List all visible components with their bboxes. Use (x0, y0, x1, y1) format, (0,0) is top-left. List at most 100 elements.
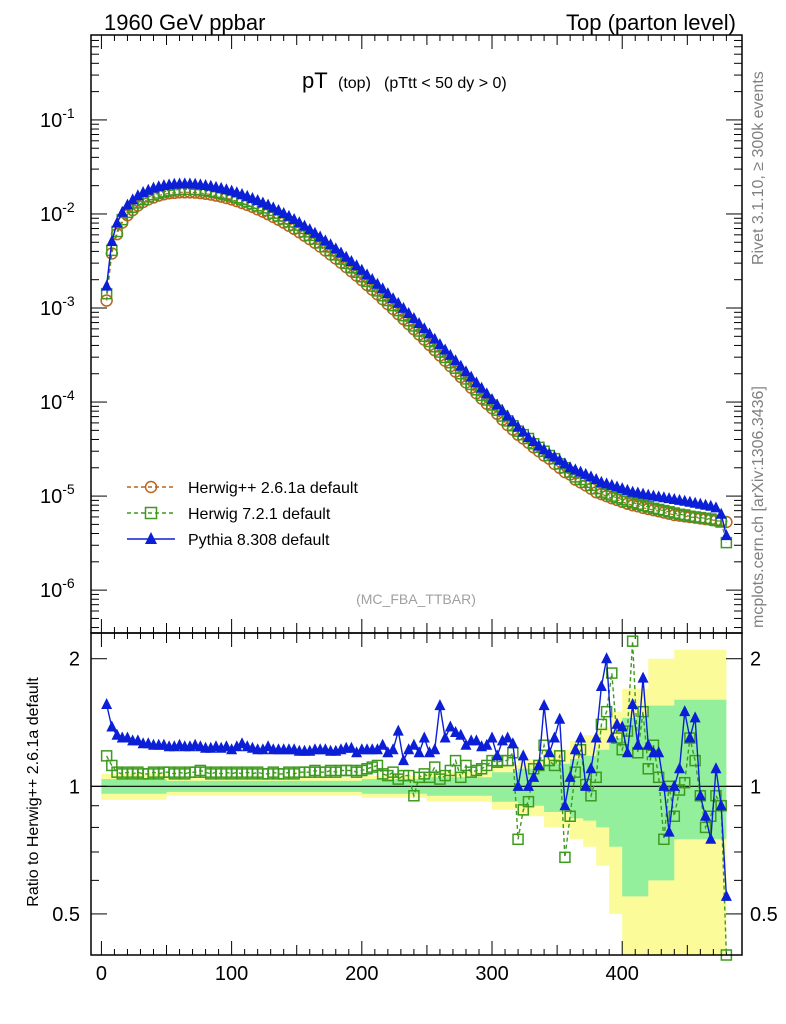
ratio-data-point (590, 771, 602, 784)
ratio-x-tick-label: 100 (215, 963, 248, 985)
ratio-data-point (424, 746, 436, 758)
ratio-data-point (429, 743, 441, 755)
main-data-point (470, 376, 482, 388)
ratio-data-point (351, 746, 363, 758)
ratio-data-point (100, 750, 113, 762)
main-data-point (366, 272, 378, 284)
main-data-point (111, 216, 123, 228)
ratio-data-point (705, 832, 717, 844)
main-data-point (314, 230, 326, 242)
ratio-data-point (663, 825, 675, 837)
main-data-point (538, 443, 550, 455)
main-data-point (403, 306, 415, 318)
ratio-data-point (231, 740, 243, 752)
mcplots-label: mcplots.cern.ch [arXiv:1306.3436] (750, 386, 767, 628)
main-data-point (106, 234, 118, 246)
main-data-point (554, 453, 566, 465)
main-data-point (304, 223, 316, 235)
ratio-data-point (585, 762, 597, 774)
main-data-point (522, 430, 534, 442)
ratio-data-point (486, 731, 498, 743)
ratio-data-point (606, 667, 618, 679)
main-data-point (101, 279, 113, 291)
ratio-data-point (710, 762, 722, 774)
ratio-data-point (564, 810, 576, 822)
ratio-data-point (533, 758, 545, 770)
ratio-data-point (226, 743, 238, 755)
ratio-data-point (502, 731, 514, 743)
ratio-data-point (595, 679, 607, 691)
ratio-data-point (616, 720, 628, 732)
main-data-point (434, 338, 446, 350)
main-data-point (465, 370, 477, 382)
ratio-data-point (569, 743, 581, 755)
ratio-data-point (345, 741, 357, 753)
main-data-point (299, 219, 311, 231)
ratio-data-point (668, 810, 681, 822)
ratio-data-point (642, 763, 655, 775)
ratio-data-point (595, 718, 608, 731)
ratio-data-point (413, 746, 425, 758)
main-data-point (533, 439, 545, 451)
ratio-data-point (626, 635, 639, 647)
ratio-data-point (257, 743, 269, 755)
ratio-data-point (678, 776, 691, 789)
ratio-data-point (387, 743, 399, 755)
main-data-point (413, 317, 425, 329)
ratio-x-tick-label: 300 (475, 963, 508, 985)
ratio-data-point (668, 779, 680, 791)
main-data-point (512, 420, 524, 432)
main-data-point (319, 234, 331, 246)
ratio-data-point (470, 734, 482, 746)
ratio-data-point (460, 738, 472, 750)
ratio-data-point (554, 712, 566, 724)
main-data-point (371, 277, 383, 289)
ratio-y-tick-label-right: 2 (750, 649, 761, 671)
ratio-data-point (700, 809, 712, 821)
main-data-point (460, 365, 472, 377)
ratio-data-point (580, 779, 592, 791)
main-y-tick-label: 10-6 (40, 575, 75, 602)
ratio-data-point (392, 724, 404, 736)
legend-label-pythia: Pythia 8.308 default (188, 532, 330, 549)
legend-marker-herwigpp (144, 480, 158, 494)
main-data-point (491, 398, 503, 410)
main-data-point (361, 268, 373, 280)
ratio-data-point (377, 738, 389, 750)
main-data-point (502, 409, 514, 421)
ratio-data-point (684, 731, 696, 743)
ratio-data-point (601, 652, 613, 664)
ratio-band-inner (101, 699, 727, 897)
main-series-line (106, 191, 727, 523)
main-data-point (444, 348, 456, 360)
main-data-point (481, 387, 493, 399)
ratio-data-point (559, 799, 571, 811)
main-series-group (100, 177, 733, 549)
header-left: 1960 GeV ppbar (104, 10, 265, 35)
main-data-point (418, 322, 430, 334)
analysis-tag: (MC_FBA_TTBAR) (356, 591, 476, 607)
ratio-plot-frame (90, 632, 743, 956)
main-data-point (127, 193, 139, 205)
ratio-data-point (408, 790, 420, 802)
ratio-data-point (439, 731, 451, 743)
ratio-x-tick-label: 200 (345, 963, 378, 985)
ratio-data-point (549, 731, 561, 743)
main-data-point (559, 457, 571, 469)
main-data-point (309, 226, 321, 238)
ratio-data-point (496, 734, 508, 746)
ratio-data-point (699, 821, 712, 834)
main-data-point (293, 216, 305, 228)
main-data-point (351, 259, 363, 271)
main-data-point (387, 292, 399, 304)
main-axis-ticks: 10-6 10-5 10-4 10-3 10-2 10-1 (40, 34, 742, 633)
main-data-point (507, 415, 519, 427)
ratio-y-tick-label-left: 0.5 (52, 904, 80, 926)
ratio-data-point (522, 779, 534, 791)
ratio-data-point (428, 761, 441, 773)
ratio-data-point (517, 749, 529, 761)
legend-label-herwigpp: Herwig++ 2.6.1a default (188, 480, 358, 497)
ratio-data-point (455, 728, 467, 740)
header-right: Top (parton level) (566, 10, 736, 35)
